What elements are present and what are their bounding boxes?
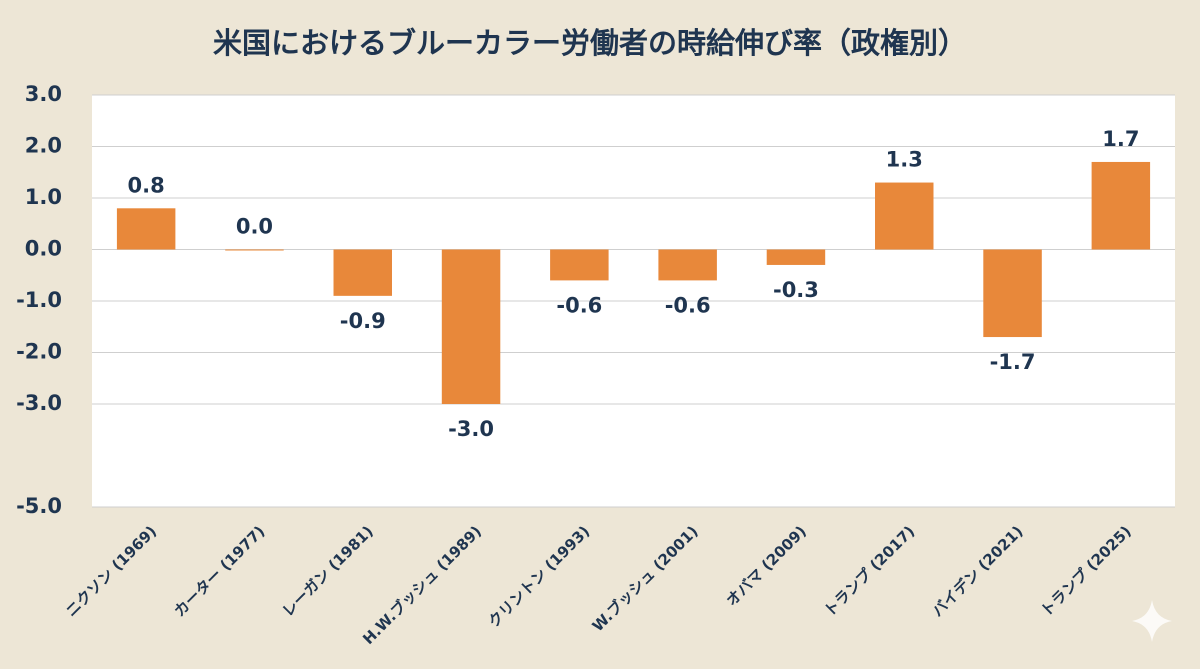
value-label: 0.0	[236, 215, 273, 239]
bar	[875, 182, 934, 250]
value-label: -0.6	[556, 293, 602, 317]
bar	[333, 249, 392, 296]
bar	[441, 249, 501, 404]
y-tick-label: 1.0	[25, 185, 62, 209]
y-tick-label: -3.0	[16, 391, 62, 415]
bar	[116, 208, 176, 250]
value-label: 1.3	[886, 148, 923, 172]
bar	[766, 249, 826, 265]
value-label: -3.0	[448, 417, 494, 441]
bar	[550, 249, 609, 281]
y-tick-label: -2.0	[16, 340, 62, 364]
value-label: -0.3	[773, 278, 819, 302]
y-tick-label: -5.0	[16, 494, 62, 518]
chart-title: 米国におけるブルーカラー労働者の時給伸び率（政権別）	[213, 26, 967, 60]
value-label: 1.7	[1102, 127, 1139, 151]
value-label: -0.6	[665, 293, 711, 317]
value-label: -1.7	[990, 350, 1036, 374]
y-tick-label: 3.0	[25, 82, 62, 106]
value-label: -0.9	[340, 309, 386, 333]
bar	[658, 249, 717, 281]
y-tick-label: -1.0	[16, 288, 62, 312]
sparkle-icon	[1132, 600, 1172, 642]
bar	[983, 249, 1042, 338]
bar	[1091, 161, 1151, 250]
y-tick-label: 0.0	[25, 237, 62, 261]
y-tick-label: 2.0	[25, 134, 62, 158]
bar	[225, 249, 284, 251]
value-label: 0.8	[128, 173, 165, 197]
